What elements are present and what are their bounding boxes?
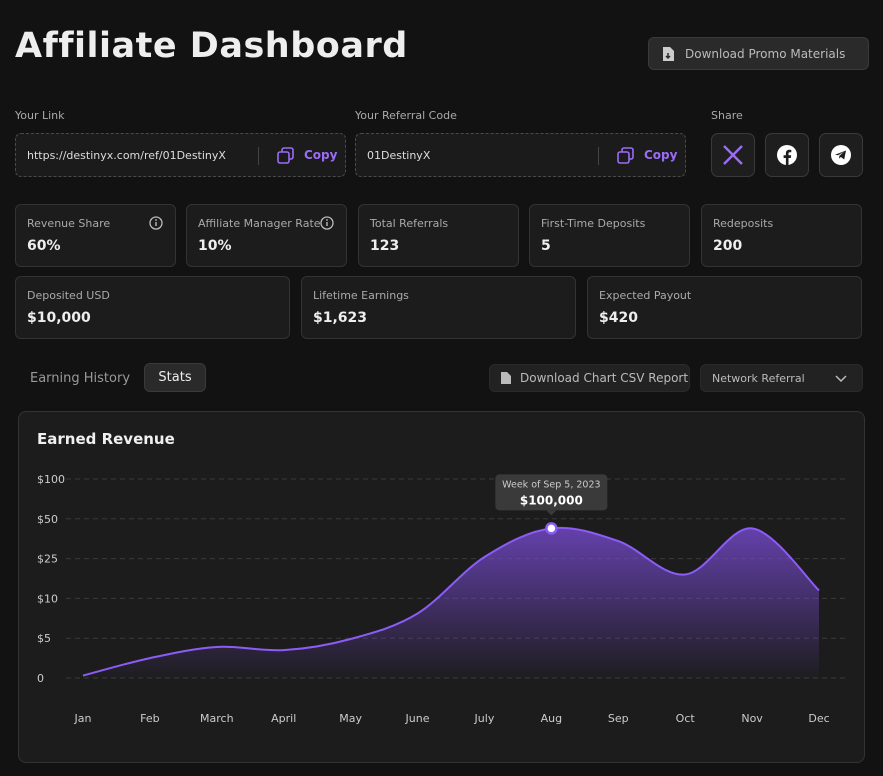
share-telegram[interactable] — [819, 133, 863, 177]
area — [83, 527, 819, 678]
facebook-icon — [777, 145, 797, 165]
stat-card: First-Time Deposits 5 — [529, 204, 690, 267]
x-tick-label: April — [271, 712, 296, 725]
referral-field: 01DestinyX Copy — [355, 133, 686, 177]
link-value: https://destinyx.com/ref/01DestinyX — [27, 149, 226, 162]
referral-label: Your Referral Code — [355, 109, 457, 122]
x-tick-label: June — [405, 712, 430, 725]
share-label: Share — [711, 109, 743, 122]
y-tick-label: $25 — [37, 553, 58, 566]
stat-card: Redeposits 200 — [701, 204, 862, 267]
y-tick-label: $5 — [37, 632, 51, 645]
telegram-icon — [831, 145, 851, 165]
info-icon — [320, 216, 334, 230]
tooltip-title: Week of Sep 5, 2023 — [502, 479, 600, 490]
x-tick-label: Feb — [140, 712, 159, 725]
copy-icon — [617, 147, 634, 164]
separator — [258, 147, 259, 165]
share-facebook[interactable] — [765, 133, 809, 177]
csv-button[interactable]: Download Chart CSV Report — [489, 364, 690, 392]
x-tick-label: May — [339, 712, 362, 725]
chart-card: Earned Revenue 0 $5 $10 $25 $50 $100 Jan Feb Mar… — [18, 411, 865, 763]
tooltip-arrow — [546, 510, 557, 516]
stat-label: Affiliate Manager Rate — [198, 217, 321, 230]
y-tick-label: $100 — [37, 473, 65, 486]
network-dropdown[interactable]: Network Referral — [700, 364, 863, 392]
chart: Earned Revenue 0 $5 $10 $25 $50 $100 Jan Feb Mar… — [37, 430, 849, 725]
stat-value: 10% — [198, 238, 232, 254]
tooltip-value: $100,000 — [520, 493, 583, 507]
stat-value: 5 — [541, 238, 551, 254]
x-tick-label: Jan — [74, 712, 92, 725]
link-field: https://destinyx.com/ref/01DestinyX Copy — [15, 133, 346, 177]
stat-card: Deposited USD $10,000 — [15, 276, 290, 339]
share-x[interactable] — [711, 133, 755, 177]
y-tick-label: 0 — [37, 672, 44, 685]
stat-card: Revenue Share 60% — [15, 204, 176, 267]
stat-card: Expected Payout $420 — [587, 276, 862, 339]
stat-value: $1,623 — [313, 310, 368, 326]
stat-card: Total Referrals 123 — [358, 204, 519, 267]
referral-value: 01DestinyX — [367, 149, 431, 162]
stat-value: $420 — [599, 310, 638, 326]
dropdown-text: Network Referral — [712, 371, 805, 385]
chevron — [835, 375, 847, 383]
stat-value: 123 — [370, 238, 400, 254]
x-tick-label: Oct — [676, 712, 696, 725]
info-icon — [149, 216, 163, 230]
stat-value: 200 — [713, 238, 743, 254]
promo-button[interactable]: Download Promo Materials — [648, 37, 869, 70]
link-label: Your Link — [15, 109, 65, 122]
stat-card: Affiliate Manager Rate 10% — [186, 204, 347, 267]
file-icon — [501, 372, 511, 384]
stat-label: First-Time Deposits — [541, 217, 646, 230]
separator — [598, 147, 599, 165]
page-title: Affiliate Dashboard — [15, 26, 408, 66]
tooltip — [495, 474, 608, 511]
csv-button-text: Download Chart CSV Report — [520, 371, 689, 385]
file-icon — [663, 46, 674, 61]
y-tick-label: $10 — [37, 592, 58, 605]
stat-value: $10,000 — [27, 310, 91, 326]
x-tick-label: Dec — [808, 712, 829, 725]
stat-label: Total Referrals — [370, 217, 449, 230]
copy-code-button[interactable]: Copy — [644, 148, 678, 162]
x-tick-label: March — [200, 712, 234, 725]
copy-icon — [277, 147, 294, 164]
stat-value: 60% — [27, 238, 61, 254]
stat-label: Deposited USD — [27, 289, 110, 302]
stat-label: Lifetime Earnings — [313, 289, 409, 302]
x-tick-label: Nov — [741, 712, 763, 725]
stat-card: Lifetime Earnings $1,623 — [301, 276, 576, 339]
x-tick-label: Aug — [541, 712, 562, 725]
chart-title: Earned Revenue — [37, 430, 175, 448]
line — [82, 526, 820, 677]
stat-label: Redeposits — [713, 217, 774, 230]
stat-label: Revenue Share — [27, 217, 111, 230]
x-tick-label: July — [474, 712, 495, 725]
stat-label: Expected Payout — [599, 289, 692, 302]
promo-button-text: Download Promo Materials — [685, 46, 846, 61]
highlight-point — [545, 522, 558, 535]
tab-earning-history[interactable]: Earning History — [30, 371, 131, 386]
x-icon — [723, 145, 743, 165]
x-tick-label: Sep — [608, 712, 629, 725]
y-tick-label: $50 — [37, 513, 58, 526]
tab-stats[interactable]: Stats — [144, 363, 206, 392]
copy-link-button[interactable]: Copy — [304, 148, 338, 162]
